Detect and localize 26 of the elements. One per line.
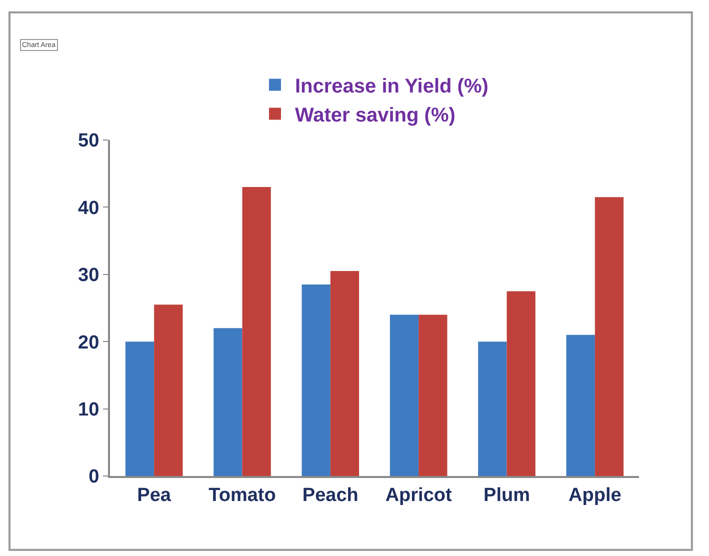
x-tick-label: Apricot [385,484,453,506]
y-tick-label: 10 [78,399,100,420]
bar [506,291,536,476]
bar [478,342,507,476]
bar [418,314,448,476]
bar [390,314,419,476]
x-tick-label: Apple [568,484,622,506]
legend-label: Water saving (%) [295,104,456,127]
x-tick-label: Peach [302,484,358,506]
bar [302,284,330,476]
bar [214,328,242,476]
x-tick-label: Tomato [208,484,276,506]
bar [154,304,183,476]
x-tick-label: Plum [484,484,530,506]
bar [594,197,624,476]
x-tick-label: Pea [137,484,172,506]
bar [566,334,595,476]
y-tick-label: 40 [78,198,100,219]
y-tick-label: 30 [78,265,100,286]
y-tick-label: 20 [78,332,100,354]
bar [242,187,271,476]
bar [125,342,154,476]
y-tick-label: 0 [88,466,100,488]
bar [330,271,360,476]
y-tick-label: 50 [78,130,100,152]
legend-label: Increase in Yield (%) [295,76,488,98]
